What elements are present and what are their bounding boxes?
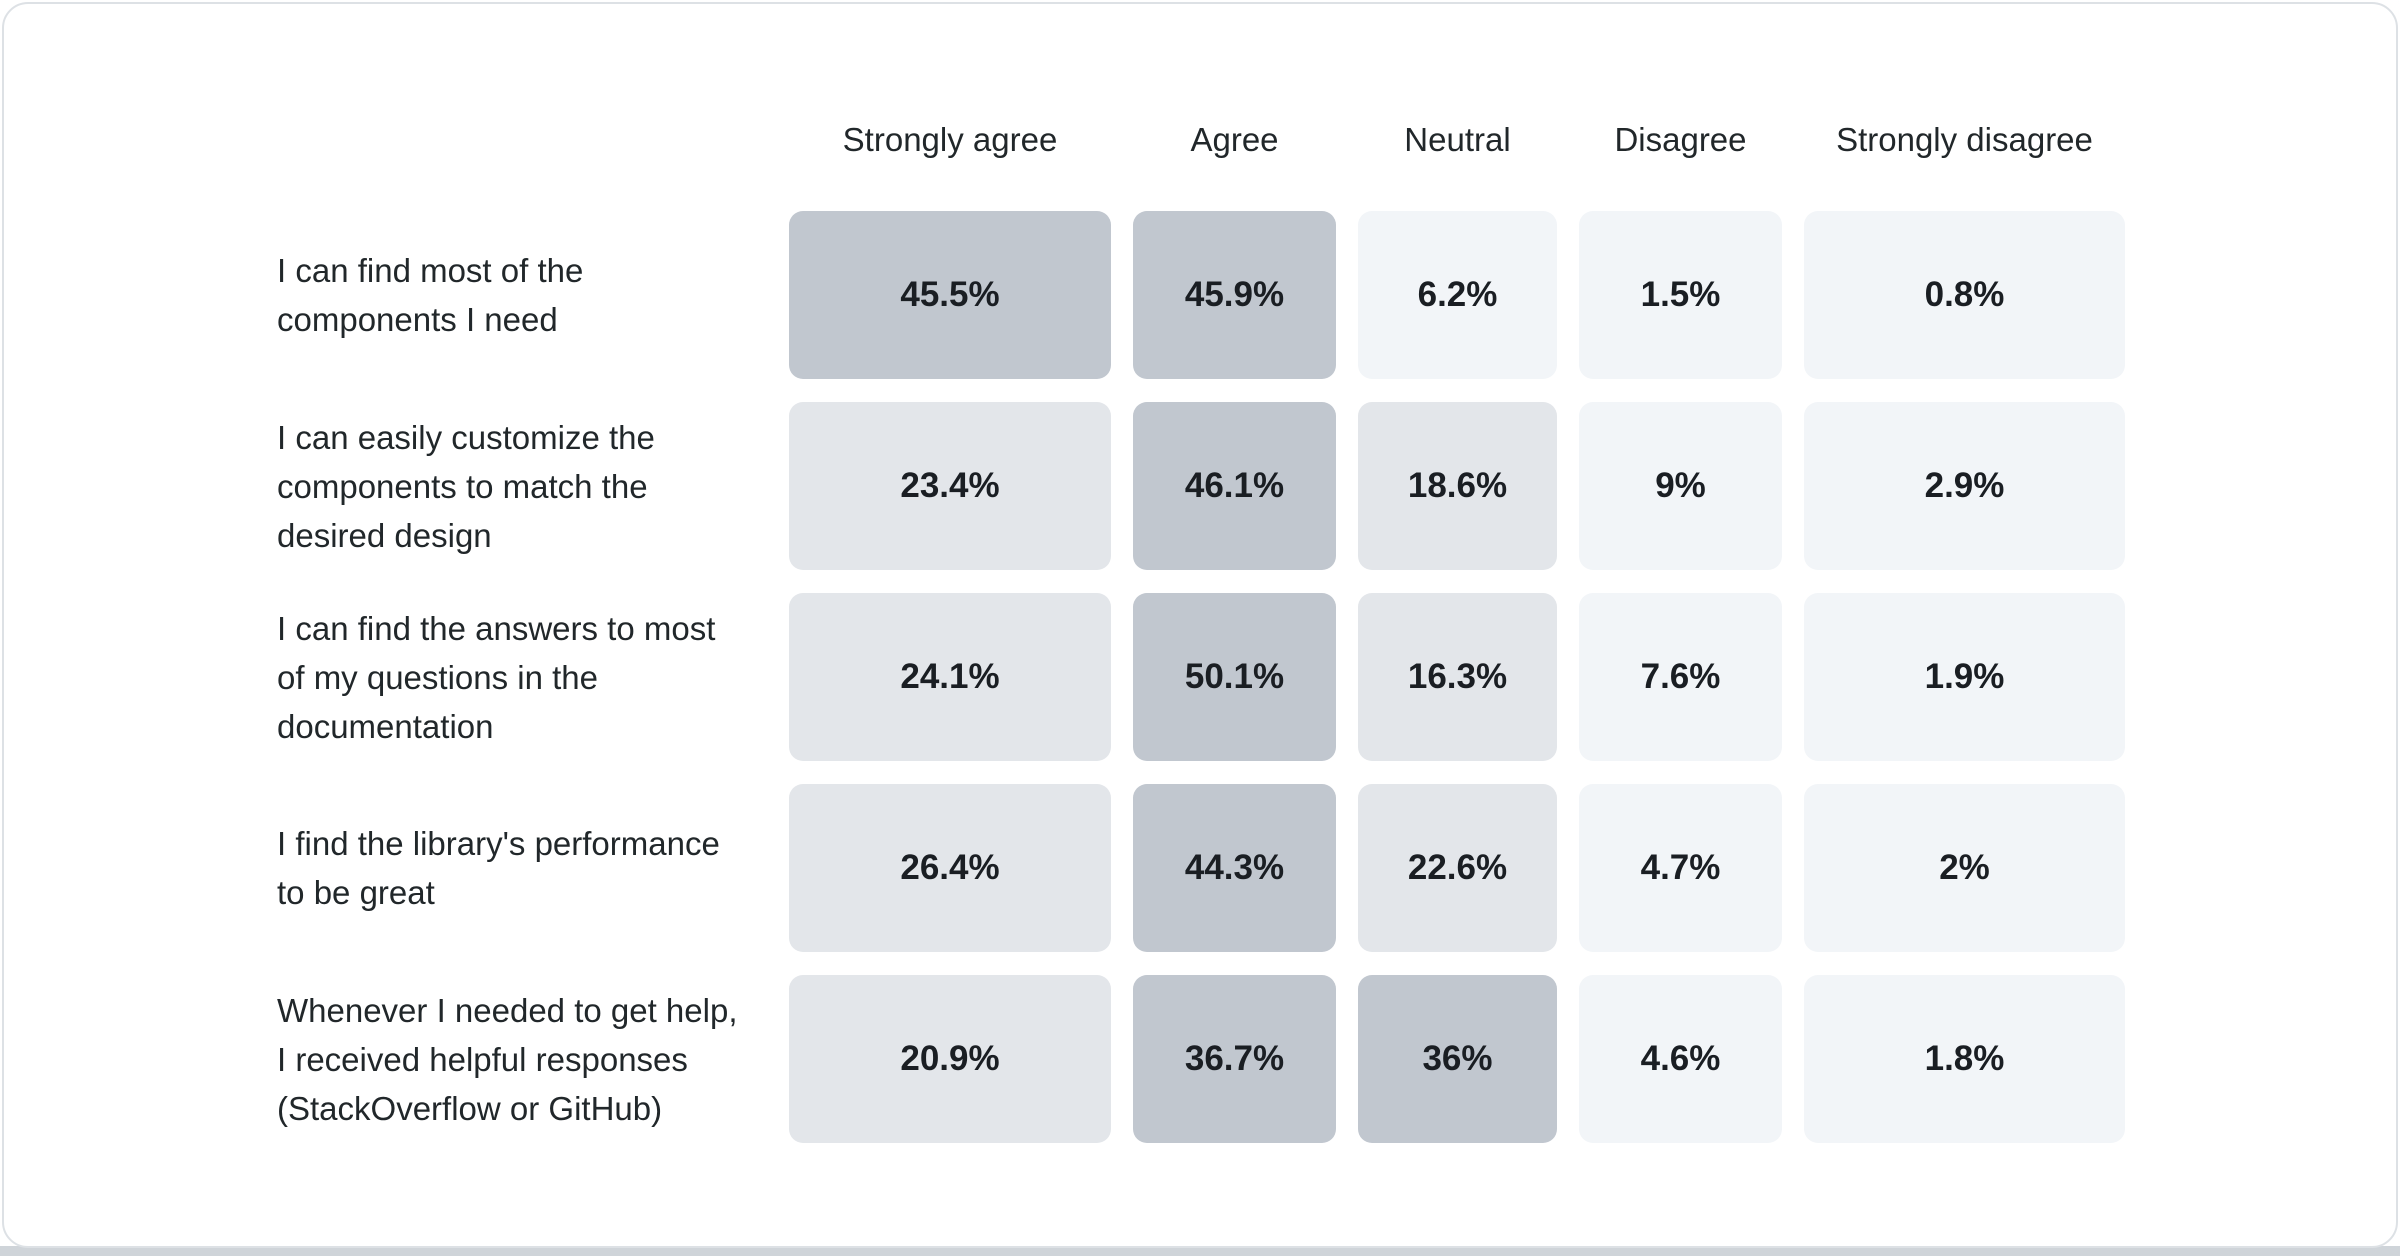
column-header-agree: Agree xyxy=(1190,121,1279,158)
value-cell: 0.8% xyxy=(1804,211,2125,379)
value-cell: 44.3% xyxy=(1133,784,1336,952)
value-cell: 45.9% xyxy=(1133,211,1336,379)
value-cell: 4.7% xyxy=(1579,784,1782,952)
value-cell: 7.6% xyxy=(1579,593,1782,761)
value-cell: 1.5% xyxy=(1579,211,1782,379)
value-cell: 1.9% xyxy=(1804,593,2125,761)
value-cell: 24.1% xyxy=(789,593,1111,761)
likert-heatmap: Strongly agree Agree Neutral Disagree Strong… xyxy=(277,92,2125,1143)
row-label: I can find the answers to most of my que… xyxy=(277,609,716,745)
row-label: I can easily customize the components to… xyxy=(277,418,655,554)
value-cell: 6.2% xyxy=(1358,211,1557,379)
value-cell: 18.6% xyxy=(1358,402,1557,570)
background-strip xyxy=(0,1246,2400,1256)
value-cell: 23.4% xyxy=(789,402,1111,570)
value-cell: 36.7% xyxy=(1133,975,1336,1143)
value-cell: 50.1% xyxy=(1133,593,1336,761)
value-cell: 22.6% xyxy=(1358,784,1557,952)
row-label: Whenever I needed to get help, I receive… xyxy=(277,991,738,1127)
column-header-strongly-disagree: Strongly disagree xyxy=(1836,121,2093,158)
value-cell: 36% xyxy=(1358,975,1557,1143)
row-label: I find the library's performance to be g… xyxy=(277,825,720,911)
value-cell: 26.4% xyxy=(789,784,1111,952)
column-header-strongly-agree: Strongly agree xyxy=(842,121,1058,158)
value-cell: 16.3% xyxy=(1358,593,1557,761)
value-cell: 1.8% xyxy=(1804,975,2125,1143)
column-header-neutral: Neutral xyxy=(1404,121,1511,158)
value-cell: 4.6% xyxy=(1579,975,1782,1143)
value-cell: 2% xyxy=(1804,784,2125,952)
column-header-disagree: Disagree xyxy=(1614,121,1747,158)
row-label: I can find most of the components I need xyxy=(277,252,584,338)
value-cell: 20.9% xyxy=(789,975,1111,1143)
header-spacer xyxy=(277,92,767,188)
value-cell: 9% xyxy=(1579,402,1782,570)
value-cell: 45.5% xyxy=(789,211,1111,379)
value-cell: 2.9% xyxy=(1804,402,2125,570)
value-cell: 46.1% xyxy=(1133,402,1336,570)
